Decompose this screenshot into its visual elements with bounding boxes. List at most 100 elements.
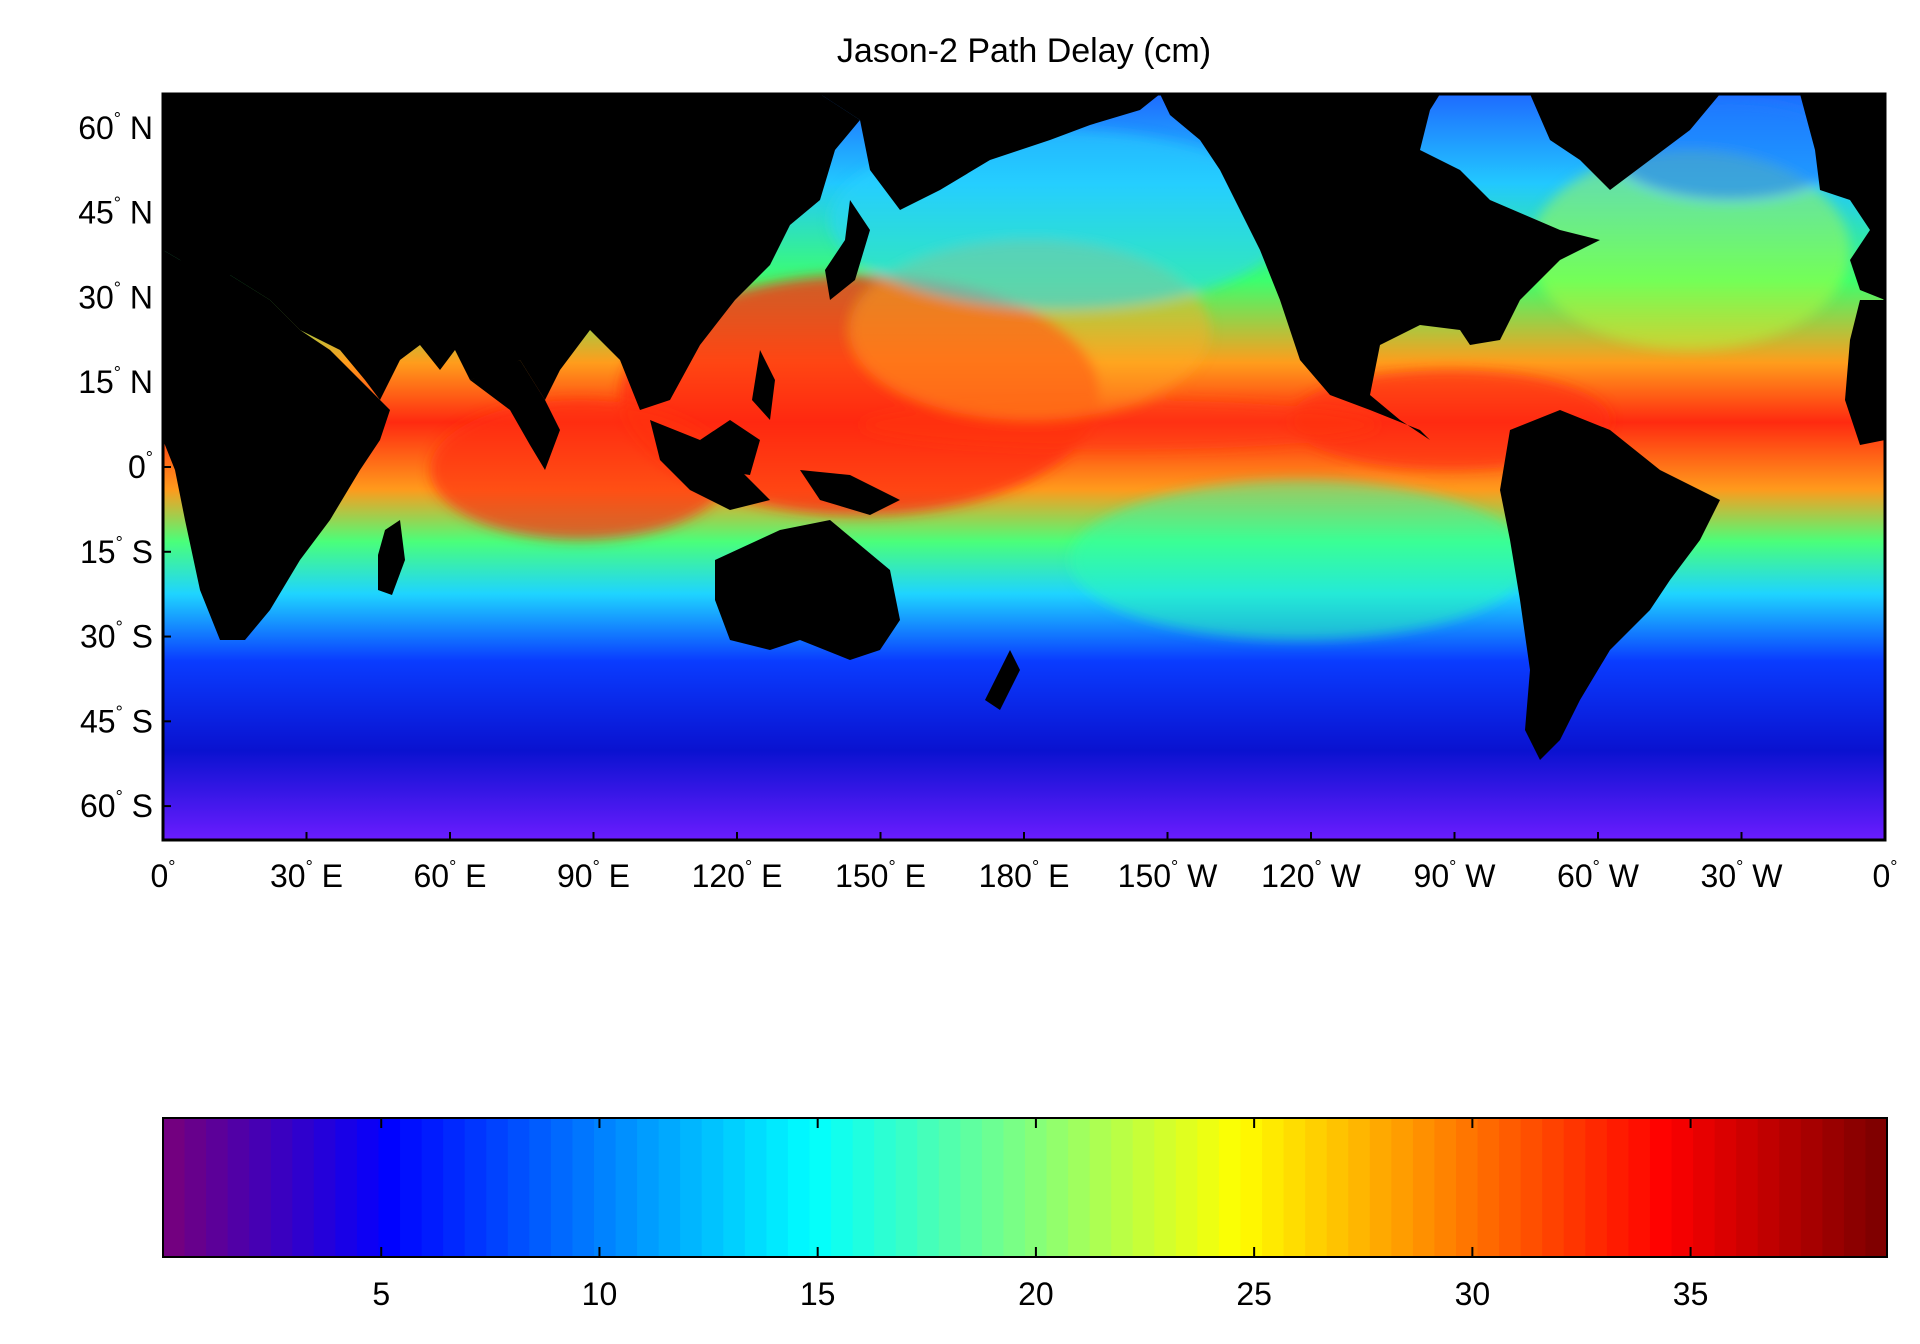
west-africa-landmass [1845, 300, 1885, 445]
japan-landmass [825, 200, 870, 300]
colorbar-swatch [1865, 1118, 1888, 1257]
colorbar-swatch [1240, 1118, 1263, 1257]
colorbar-swatch [249, 1118, 272, 1257]
colorbar-swatch [227, 1118, 250, 1257]
colorbar-swatch [1499, 1118, 1522, 1257]
colorbar-swatch [1434, 1118, 1457, 1257]
colorbar-swatch [1132, 1118, 1155, 1257]
colorbar-swatch [206, 1118, 229, 1257]
lon-tick-label: 60° E [413, 857, 486, 894]
lon-tick-label: 0° [1873, 857, 1898, 894]
colorbar-swatch [1326, 1118, 1349, 1257]
colorbar-swatch [1757, 1118, 1780, 1257]
australia-landmass [715, 520, 900, 660]
indonesia-landmass [650, 420, 770, 510]
colorbar-tick-label: 30 [1455, 1276, 1491, 1312]
colorbar-swatch [486, 1118, 509, 1257]
colorbar-swatch [1391, 1118, 1414, 1257]
lon-tick-label: 150° E [835, 857, 926, 894]
colorbar-swatch [1585, 1118, 1608, 1257]
land-masses [163, 94, 1885, 760]
colorbar-swatch [1800, 1118, 1823, 1257]
colorbar-swatch [1348, 1118, 1371, 1257]
lon-tick-label: 60° W [1557, 857, 1640, 894]
colorbar-swatch [594, 1118, 617, 1257]
colorbar-swatch [1822, 1118, 1845, 1257]
lat-tick-label: 0° [128, 448, 153, 485]
colorbar-swatch [1563, 1118, 1586, 1257]
northeast-asia-landmass [820, 94, 1160, 210]
map-plot-area [161, 92, 1887, 842]
colorbar-swatch [981, 1118, 1005, 1257]
greenland-landmass [1530, 94, 1720, 190]
colorbar-swatch [1606, 1118, 1629, 1257]
colorbar-swatch [1649, 1118, 1673, 1257]
colorbar-swatch [1089, 1118, 1112, 1257]
colorbar-swatch [1456, 1118, 1479, 1257]
colorbar-swatch [550, 1118, 574, 1257]
lat-tick-label: 60° N [78, 109, 153, 146]
philippines-landmass [752, 350, 775, 420]
colorbar-tick-label: 5 [372, 1276, 390, 1312]
colorbar-swatch [1628, 1118, 1651, 1257]
north-america-landmass [1160, 94, 1600, 440]
lon-tick-label: 180° E [979, 857, 1070, 894]
colorbar-swatch [1262, 1118, 1285, 1257]
lon-tick-label: 120° E [692, 857, 783, 894]
chart-title: Jason-2 Path Delay (cm) [837, 32, 1211, 70]
colorbar-swatch [1412, 1118, 1436, 1257]
colorbar-swatch [400, 1118, 423, 1257]
latitude-axis: 60° N 45° N 30° N 15° N 0° 15° S 30° S 45° S 60°… [78, 109, 171, 824]
colorbar-swatch [464, 1118, 487, 1257]
colorbar-swatch [184, 1118, 207, 1257]
colorbar-swatch [809, 1118, 832, 1257]
colorbar-swatch [529, 1118, 552, 1257]
colorbar-swatch [1369, 1118, 1392, 1257]
lon-tick-label: 30° W [1701, 857, 1784, 894]
colorbar-swatch [1025, 1118, 1048, 1257]
colorbar-swatch [874, 1118, 897, 1257]
colorbar-swatch [443, 1118, 466, 1257]
colorbar-swatch [723, 1118, 746, 1257]
colorbar-tick-label: 25 [1236, 1276, 1272, 1312]
madagascar-landmass [378, 520, 405, 595]
colorbar-swatch [1736, 1118, 1759, 1257]
colorbar-tick-label: 35 [1673, 1276, 1709, 1312]
colorbar-swatch [1283, 1118, 1306, 1257]
colorbar-tick-label: 10 [582, 1276, 618, 1312]
lat-tick-label: 15° S [80, 533, 153, 570]
colorbar-swatch [637, 1118, 660, 1257]
colorbar [162, 1117, 1888, 1258]
lat-tick-label: 15° N [78, 363, 153, 400]
colorbar-swatch [313, 1118, 336, 1257]
colorbar-swatch [917, 1118, 940, 1257]
lon-tick-label: 30° E [270, 857, 343, 894]
colorbar-swatch [766, 1118, 789, 1257]
lat-tick-label: 30° S [80, 618, 153, 655]
colorbar-swatch [938, 1118, 961, 1257]
lon-tick-label: 120° W [1261, 857, 1361, 894]
colorbar-tick-label: 20 [1018, 1276, 1054, 1312]
colorbar-swatch [1305, 1118, 1328, 1257]
colorbar-axis: 5 10 15 20 25 30 35 [372, 1118, 1708, 1312]
colorbar-swatch [1154, 1118, 1177, 1257]
colorbar-frame [162, 1117, 1888, 1258]
colorbar-swatch [292, 1118, 315, 1257]
colorbar-swatch [572, 1118, 595, 1257]
colorbar-swatch [615, 1118, 638, 1257]
colorbar-swatch [1843, 1118, 1867, 1257]
colorbar-swatch [1175, 1118, 1198, 1257]
colorbar-swatch [163, 1118, 186, 1257]
europe-landmass [1800, 94, 1885, 300]
colorbar-swatch [378, 1118, 401, 1257]
india-landmass [470, 360, 560, 470]
colorbar-swatch [335, 1118, 358, 1257]
colorbar-swatch [507, 1118, 530, 1257]
colorbar-swatch [1218, 1118, 1242, 1257]
borneo-landmass [700, 420, 760, 475]
colorbar-swatch [744, 1118, 767, 1257]
colorbar-swatch [787, 1118, 811, 1257]
colorbar-swatch [356, 1118, 380, 1257]
colorbar-tick-label: 15 [800, 1276, 836, 1312]
